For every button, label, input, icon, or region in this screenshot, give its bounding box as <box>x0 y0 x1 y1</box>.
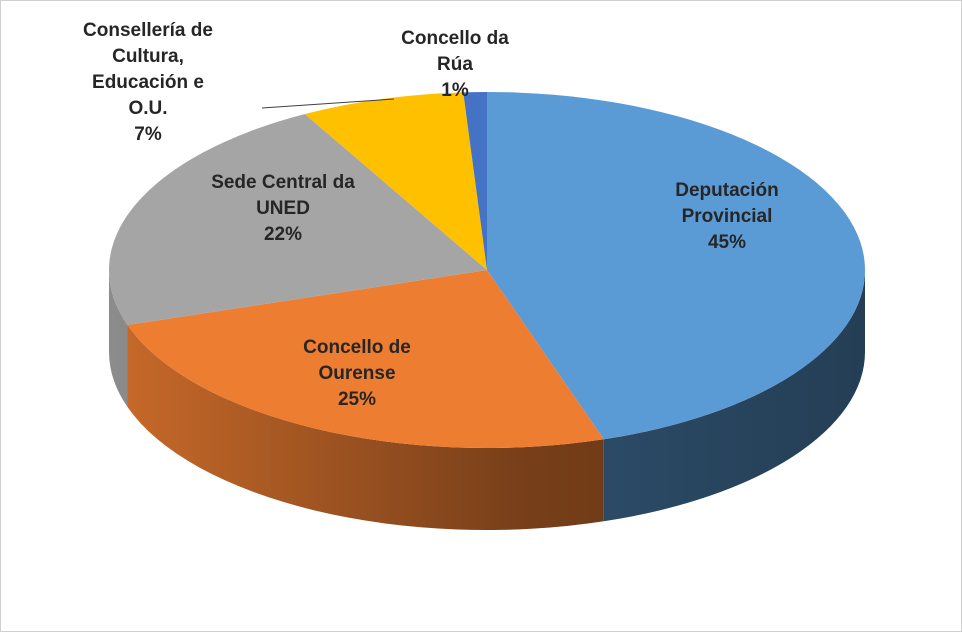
pie-side <box>603 270 865 522</box>
data-label-name: Deputación Provincial <box>675 180 778 227</box>
label-line: Deputación <box>675 180 778 201</box>
pie-slice <box>304 92 487 270</box>
label-line: Sede Central da <box>211 172 355 193</box>
label-line: Consellería de <box>83 20 213 41</box>
label-line: Educación e <box>92 72 204 93</box>
label-line: Ourense <box>318 363 395 384</box>
data-label-value: 7% <box>134 124 162 145</box>
pie-side <box>109 270 128 408</box>
data-label-name: Concello de Ourense <box>303 337 411 384</box>
data-label-name: Sede Central da UNED <box>211 172 355 219</box>
leader-line <box>261 98 395 109</box>
pie-slice <box>127 270 604 448</box>
data-label-name: Consellería de Cultura, Educación e O.U. <box>83 20 213 119</box>
label-line: Concello de <box>303 337 411 358</box>
label-line: UNED <box>256 198 310 219</box>
pie-slice <box>463 92 487 270</box>
label-line: Provincial <box>682 206 773 227</box>
data-label-value: 1% <box>441 80 469 101</box>
pie-side <box>127 325 604 530</box>
data-label-value: 25% <box>338 389 376 410</box>
label-line: Concello da <box>401 28 509 49</box>
data-label-name: Concello da Rúa <box>401 28 509 75</box>
data-label-value: 22% <box>264 224 302 245</box>
pie-slice <box>108 114 487 326</box>
label-line: Rúa <box>437 54 473 75</box>
label-line: Cultura, <box>112 46 184 67</box>
label-line: O.U. <box>128 98 167 119</box>
data-label-value: 45% <box>708 232 746 253</box>
pie-slice <box>487 92 865 440</box>
